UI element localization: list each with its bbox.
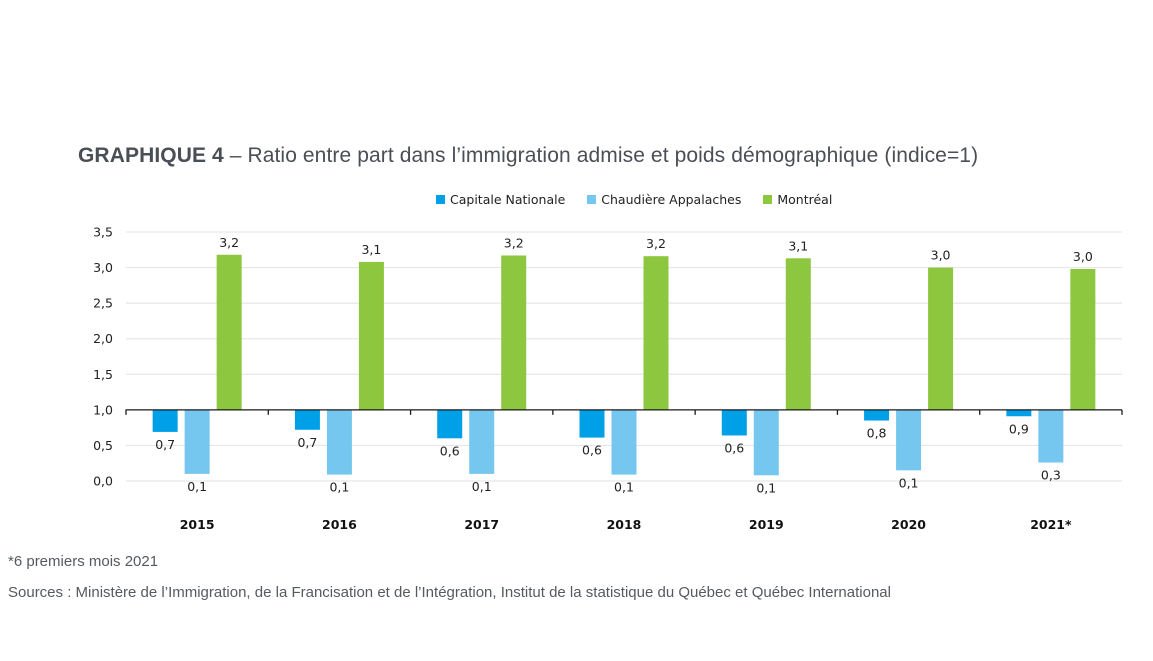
data-label: 3,1 [788,238,808,253]
data-label: 0,6 [440,443,460,458]
legend-item-capitale-nationale: Capitale Nationale [436,192,565,207]
x-tick-label: 2020 [891,517,926,532]
data-label: 0,1 [756,480,776,495]
y-tick-label: 1,0 [93,402,113,417]
data-label: 0,1 [614,480,634,495]
y-tick-label: 0,5 [93,438,113,453]
bar-montr-al-2018 [643,256,669,410]
data-label: 3,2 [504,235,524,250]
y-axis: 0,0 0,5 1,0 1,5 2,0 2,5 3,0 3,5 [93,225,113,489]
data-label: 3,1 [361,242,381,257]
x-tick-label: 2019 [749,517,784,532]
bar-capitale-nationale-2020 [864,409,890,421]
bar-chaudi-re-appalaches-2015 [184,409,210,474]
data-label: 0,1 [187,479,207,494]
data-labels: 0,7 0,1 3,2 0,7 0,1 3,1 0,6 0,1 3,2 0,6 0,1 3,2 0,6 0… [155,235,1093,496]
bar-montr-al-2020 [928,267,954,410]
legend-label: Montréal [777,192,833,207]
legend-swatch [763,195,773,204]
bar-capitale-nationale-2019 [721,409,747,436]
bar-montr-al-2017 [501,255,527,410]
y-tick-label: 2,5 [93,296,113,311]
bar-montr-al-2021 [1070,268,1096,410]
bar-montr-al-2016 [358,261,384,410]
gridlines [126,231,1122,482]
data-label: 0,7 [297,435,317,450]
chart-title: GRAPHIQUE 4 – Ratio entre part dans l’im… [78,144,978,168]
bars [152,254,1096,476]
x-tick-label: 2016 [322,517,357,532]
data-label: 3,0 [931,248,951,263]
data-label: 0,9 [1009,421,1029,436]
chart-legend: Capitale Nationale Chaudière Appalaches … [436,192,832,207]
bar-capitale-nationale-2015 [152,409,178,432]
data-label: 0,8 [867,426,887,441]
y-tick-label: 0,0 [93,474,113,489]
data-label: 0,6 [582,443,602,458]
legend-label: Capitale Nationale [450,192,566,207]
chart-title-text: – Ratio entre part dans l’immigration ad… [223,144,979,167]
legend-item-montreal: Montréal [763,192,832,207]
legend-swatch [587,195,597,204]
bar-chaudi-re-appalaches-2019 [753,409,779,476]
data-label: 0,7 [155,437,175,452]
data-label: 0,3 [1041,468,1061,483]
x-tick-label: 2017 [464,517,499,532]
bar-capitale-nationale-2021 [1006,409,1032,417]
bar-chaudi-re-appalaches-2021 [1038,409,1064,463]
bar-capitale-nationale-2016 [294,409,320,430]
legend-label: Chaudière Appalaches [601,192,742,207]
bar-capitale-nationale-2018 [579,409,605,438]
x-tick-label: 2015 [180,517,215,532]
x-tick-label: 2018 [607,517,642,532]
bar-montr-al-2019 [785,258,811,410]
sources-note: Sources : Ministère de l’Immigration, de… [8,584,891,601]
data-label: 3,2 [219,235,239,250]
data-label: 3,0 [1073,249,1093,264]
data-label: 0,1 [472,479,492,494]
data-label: 0,6 [724,440,744,455]
data-label: 0,1 [899,475,919,490]
bar-chaudi-re-appalaches-2016 [326,409,352,475]
x-tick-label: 2021* [1030,517,1072,532]
footnote: *6 premiers mois 2021 [8,553,159,570]
data-label: 0,1 [329,480,349,495]
bar-capitale-nationale-2017 [437,409,463,439]
legend-item-chaudiere-appalaches: Chaudière Appalaches [587,192,741,207]
bar-chaudi-re-appalaches-2018 [611,409,637,475]
baseline-axis [125,409,1123,415]
y-tick-label: 2,0 [93,331,113,346]
data-label: 3,2 [646,236,666,251]
legend-swatch [436,195,445,204]
y-tick-label: 3,5 [93,225,113,240]
y-tick-label: 1,5 [93,367,113,382]
chart-title-prefix: GRAPHIQUE 4 [78,144,224,167]
bar-montr-al-2015 [216,254,242,410]
bar-chaudi-re-appalaches-2017 [469,409,495,474]
bar-chaudi-re-appalaches-2020 [896,409,922,471]
y-tick-label: 3,0 [93,260,113,275]
x-axis: 2015 2016 2017 2018 2019 2020 2021* [180,517,1072,532]
